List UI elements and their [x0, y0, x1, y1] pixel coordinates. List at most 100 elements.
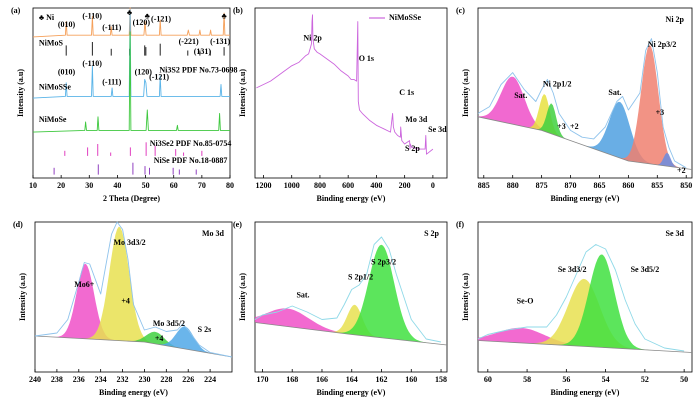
background-line — [477, 116, 693, 170]
fitted-peak — [478, 45, 692, 170]
series-label: NiMoSSe — [39, 83, 71, 92]
panel-title: Ni 2p — [666, 15, 685, 24]
plot-frame — [477, 221, 693, 373]
x-tick-label: 160 — [405, 375, 417, 384]
annotation: C 1s — [399, 88, 414, 97]
x-axis-label: 2 Theta (Degree) — [103, 194, 160, 203]
x-tick-label: 50 — [142, 181, 150, 190]
plot-frame — [254, 221, 448, 373]
x-tick-label: 170 — [256, 375, 268, 384]
annotation: (-221) — [179, 37, 199, 46]
annotation: (120) — [133, 18, 151, 27]
background-line — [34, 335, 233, 358]
y-axis-label: Intensity (a.u) — [461, 69, 470, 117]
annotation: S 2p3/2 — [371, 257, 396, 266]
y-axis-label: Intensity (a.u) — [238, 69, 247, 117]
y-axis-label: Intensity (a.u) — [18, 273, 27, 321]
annotation: ♣ — [127, 8, 133, 17]
x-tick-label: 865 — [593, 181, 605, 190]
x-tick-label: 60 — [170, 181, 178, 190]
annotation: NiSe PDF No.18-0887 — [154, 156, 228, 165]
x-axis-label: Binding energy (eV) — [551, 194, 620, 203]
plot-frame — [32, 7, 231, 179]
x-tick-label: 40 — [113, 181, 121, 190]
background-line — [254, 322, 448, 346]
annotation: Ni 2p1/2 — [543, 79, 572, 88]
annotation: Mo 3d3/2 — [113, 238, 145, 247]
fitted-peak — [35, 326, 232, 357]
annotation: +3 — [656, 108, 665, 117]
x-tick-label: 238 — [51, 375, 63, 384]
x-tick-label: 162 — [376, 375, 388, 384]
x-tick-label: 860 — [622, 181, 634, 190]
annotation: Ni 2p — [303, 33, 322, 42]
panel-title: Mo 3d — [202, 229, 225, 238]
x-tick-label: 60 — [484, 375, 492, 384]
annotation: Sat. — [608, 88, 621, 97]
panel-label: (d) — [13, 220, 23, 229]
x-tick-label: 70 — [198, 181, 206, 190]
annotation: ♣ Ni — [39, 13, 55, 22]
x-tick-label: 228 — [160, 375, 172, 384]
annotation: +4 — [121, 296, 130, 305]
raw-spectrum — [477, 38, 687, 169]
x-tick-label: 0 — [431, 181, 435, 190]
spectrum-line — [256, 14, 434, 155]
annotation: (-110) — [82, 59, 102, 68]
panel-label: (f) — [456, 220, 464, 229]
fitted-peak — [478, 254, 692, 353]
x-tick-label: 56 — [562, 375, 570, 384]
plot-frame — [254, 7, 448, 179]
legend-label: NiMoSSe — [389, 13, 421, 22]
annotation: ♣ — [221, 11, 227, 20]
x-axis-label: Binding energy (eV) — [99, 388, 168, 397]
x-tick-label: 875 — [536, 181, 548, 190]
annotation: (-121) — [151, 15, 171, 24]
x-tick-label: 880 — [507, 181, 519, 190]
annotation: (-121) — [149, 73, 169, 82]
annotation: Mo6+ — [74, 280, 95, 289]
x-tick-label: 800 — [314, 181, 326, 190]
y-axis-label: Intensity (a.u) — [461, 273, 470, 321]
annotation: Ni 2p3/2 — [648, 40, 677, 49]
xrd-pattern — [32, 31, 230, 133]
annotation: (-111) — [102, 78, 121, 87]
xrd-pattern — [32, 7, 230, 38]
x-tick-label: 224 — [204, 375, 216, 384]
fitted-peak — [255, 244, 447, 345]
annotation: Se 3d — [428, 125, 447, 134]
x-tick-label: 54 — [602, 375, 610, 384]
annotation: Ni3S2 PDF No.73-0698 — [159, 66, 237, 75]
annotation: (131) — [194, 47, 212, 56]
annotation: (010) — [58, 20, 76, 29]
x-tick-label: 236 — [73, 375, 85, 384]
series-label: NiMoS — [39, 39, 64, 48]
annotation: (120) — [135, 67, 153, 76]
background-line — [477, 340, 693, 353]
fitted-peak — [35, 263, 232, 357]
fitted-peak — [255, 304, 447, 345]
annotation: +4 — [155, 334, 164, 343]
x-tick-label: 226 — [182, 375, 194, 384]
x-axis-label: Binding energy (eV) — [551, 388, 620, 397]
x-tick-label: 168 — [286, 375, 298, 384]
x-tick-label: 164 — [346, 375, 358, 384]
x-tick-label: 200 — [399, 181, 411, 190]
raw-spectrum — [254, 236, 442, 343]
series-label: NiMoSe — [39, 115, 67, 124]
panel-title: S 2p — [424, 229, 439, 238]
annotation: +2 — [677, 166, 686, 175]
fitted-peak — [478, 327, 692, 353]
panel-label: (c) — [456, 6, 465, 15]
x-tick-label: 850 — [680, 181, 692, 190]
annotation: S 2p1/2 — [348, 272, 373, 281]
annotation: Se 3d5/2 — [631, 265, 660, 274]
x-tick-label: 230 — [138, 375, 150, 384]
x-tick-label: 166 — [316, 375, 328, 384]
y-axis-label: Intensity (a.u) — [238, 273, 247, 321]
x-tick-label: 80 — [226, 181, 234, 190]
fitted-peak — [478, 116, 692, 170]
x-tick-label: 400 — [370, 181, 382, 190]
x-tick-label: 855 — [651, 181, 663, 190]
x-tick-label: 58 — [523, 375, 531, 384]
